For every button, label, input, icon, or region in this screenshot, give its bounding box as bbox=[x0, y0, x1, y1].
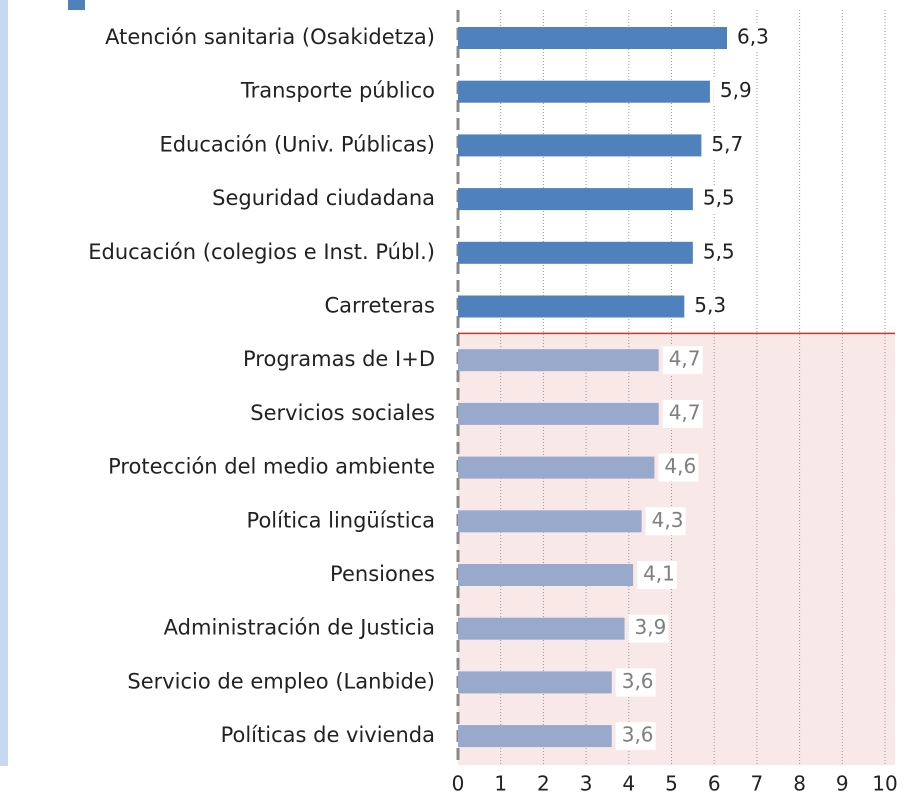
category-label: Carreteras bbox=[325, 294, 436, 318]
bar bbox=[458, 725, 612, 748]
x-tick-label: 0 bbox=[452, 772, 465, 796]
value-label: 4,6 bbox=[664, 454, 696, 478]
value-label-bg bbox=[615, 668, 656, 697]
value-label-bg bbox=[637, 561, 678, 589]
category-label: Administración de Justicia bbox=[164, 616, 435, 640]
bar bbox=[458, 134, 702, 157]
value-label-bg bbox=[696, 185, 737, 214]
value-label: 5,9 bbox=[720, 78, 752, 102]
value-label: 4,7 bbox=[669, 400, 701, 424]
value-label: 3,9 bbox=[635, 615, 667, 639]
value-label: 4,1 bbox=[643, 562, 675, 586]
bar bbox=[458, 295, 685, 318]
value-label: 4,7 bbox=[669, 347, 701, 371]
left-strip bbox=[0, 0, 8, 766]
corner-marker bbox=[68, 0, 85, 10]
category-label: Educación (colegios e Inst. Públ.) bbox=[88, 240, 435, 264]
bar bbox=[458, 456, 655, 479]
category-label: Seguridad ciudadana bbox=[212, 186, 435, 210]
category-label: Políticas de vivienda bbox=[221, 723, 435, 747]
x-tick-label: 7 bbox=[751, 772, 764, 796]
value-label-bg bbox=[688, 292, 729, 321]
value-label: 4,3 bbox=[652, 508, 684, 532]
value-label: 5,7 bbox=[711, 132, 743, 156]
bar bbox=[458, 349, 659, 372]
x-tick-label: 10 bbox=[872, 772, 897, 796]
x-tick-label: 2 bbox=[537, 772, 550, 796]
category-label: Pensiones bbox=[330, 562, 435, 586]
value-label-bg bbox=[705, 131, 746, 160]
value-label-bg bbox=[615, 722, 656, 751]
x-tick-label: 9 bbox=[836, 772, 849, 796]
category-label: Atención sanitaria (Osakidetza) bbox=[105, 25, 435, 49]
x-tick-label: 5 bbox=[665, 772, 678, 796]
category-label: Servicios sociales bbox=[250, 401, 435, 425]
value-label: 6,3 bbox=[737, 25, 769, 49]
value-label: 3,6 bbox=[622, 723, 654, 747]
bar bbox=[458, 27, 728, 49]
category-label: Política lingüística bbox=[247, 508, 435, 532]
category-label: Educación (Univ. Públicas) bbox=[159, 132, 435, 156]
value-label-bg bbox=[628, 614, 669, 643]
x-tick-label: 8 bbox=[793, 772, 806, 796]
x-tick-label: 4 bbox=[622, 772, 635, 796]
value-label-bg bbox=[645, 507, 686, 536]
category-label: Programas de I+D bbox=[243, 347, 435, 371]
x-tick-label: 6 bbox=[708, 772, 721, 796]
category-label: Protección del medio ambiente bbox=[108, 455, 435, 479]
bar bbox=[458, 671, 612, 694]
value-label: 5,5 bbox=[703, 239, 735, 263]
bar bbox=[458, 510, 642, 533]
value-label-bg bbox=[731, 24, 772, 52]
bar bbox=[458, 188, 693, 211]
value-label: 5,5 bbox=[703, 186, 735, 210]
highlight-region bbox=[458, 333, 895, 765]
value-label-bg bbox=[713, 77, 754, 106]
value-label: 5,3 bbox=[694, 293, 726, 317]
bar bbox=[458, 617, 625, 640]
bar bbox=[458, 564, 634, 586]
category-label: Transporte público bbox=[240, 79, 435, 103]
value-label-bg bbox=[662, 346, 703, 375]
value-label-bg bbox=[658, 453, 699, 482]
value-label: 3,6 bbox=[622, 669, 654, 693]
bar bbox=[458, 402, 659, 425]
x-tick-label: 3 bbox=[580, 772, 593, 796]
category-label: Servicio de empleo (Lanbide) bbox=[127, 669, 435, 693]
value-label-bg bbox=[662, 399, 703, 428]
value-label-bg bbox=[696, 238, 737, 267]
bar bbox=[458, 241, 693, 264]
x-tick-label: 1 bbox=[494, 772, 507, 796]
bar bbox=[458, 80, 710, 103]
